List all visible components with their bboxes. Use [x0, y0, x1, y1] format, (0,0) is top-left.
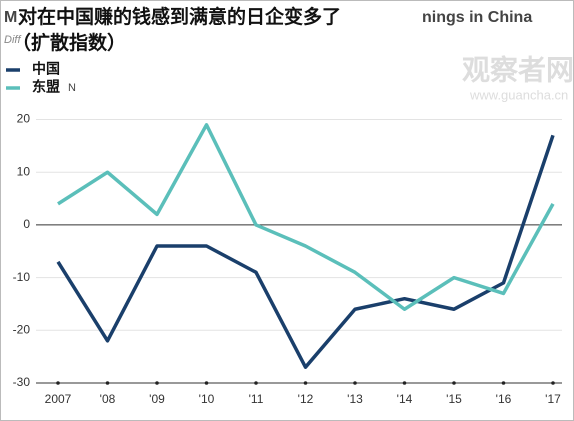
x-tick-dot — [402, 381, 407, 385]
y-tick-label: -10 — [13, 270, 31, 284]
background-title-fragment: M — [4, 9, 17, 26]
background-title-fragment: nings in China — [422, 9, 532, 26]
series-line — [57, 123, 555, 311]
x-tick-label: 2007 — [45, 392, 72, 406]
y-tick-label: 10 — [17, 164, 31, 178]
x-tick-dot — [303, 381, 308, 385]
x-tick-label: '17 — [545, 392, 561, 406]
legend-label: 东盟 — [32, 79, 60, 95]
x-tick-dot — [105, 381, 110, 385]
watermark: 观察者网 — [462, 54, 574, 85]
x-tick-label: '15 — [446, 392, 462, 406]
y-tick-label: -20 — [13, 322, 31, 336]
x-tick-label: '16 — [496, 392, 512, 406]
y-tick-label: -30 — [13, 375, 31, 389]
x-tick-dot — [551, 381, 555, 385]
y-tick-label: 20 — [17, 112, 31, 126]
x-tick-label: '08 — [100, 392, 116, 406]
chart-subtitle: （扩散指数） — [12, 31, 126, 54]
x-tick-label: '14 — [397, 392, 413, 406]
chart-title: 对在中国赚的钱感到满意的日企变多了 — [18, 5, 341, 28]
x-tick-dot — [452, 381, 456, 385]
x-tick-label: '12 — [298, 392, 314, 406]
background-subtitle-fragment: Diff — [4, 34, 21, 46]
x-tick-label: '11 — [249, 392, 264, 406]
x-tick-dot — [353, 381, 357, 385]
series-line — [56, 134, 555, 369]
watermark-url: www.guancha.cn — [469, 87, 568, 102]
x-tick-dot — [254, 381, 258, 385]
x-tick-dot — [501, 381, 506, 385]
x-tick-dot — [204, 381, 209, 385]
legend-label: 中国 — [32, 61, 60, 77]
x-tick-label: '13 — [347, 392, 363, 406]
x-tick-dot — [56, 381, 60, 385]
y-tick-label: 0 — [23, 217, 30, 231]
legend-fragment: N — [68, 82, 76, 94]
x-tick-label: '10 — [199, 392, 215, 406]
x-tick-dot — [155, 381, 159, 385]
x-tick-label: '09 — [149, 392, 165, 406]
